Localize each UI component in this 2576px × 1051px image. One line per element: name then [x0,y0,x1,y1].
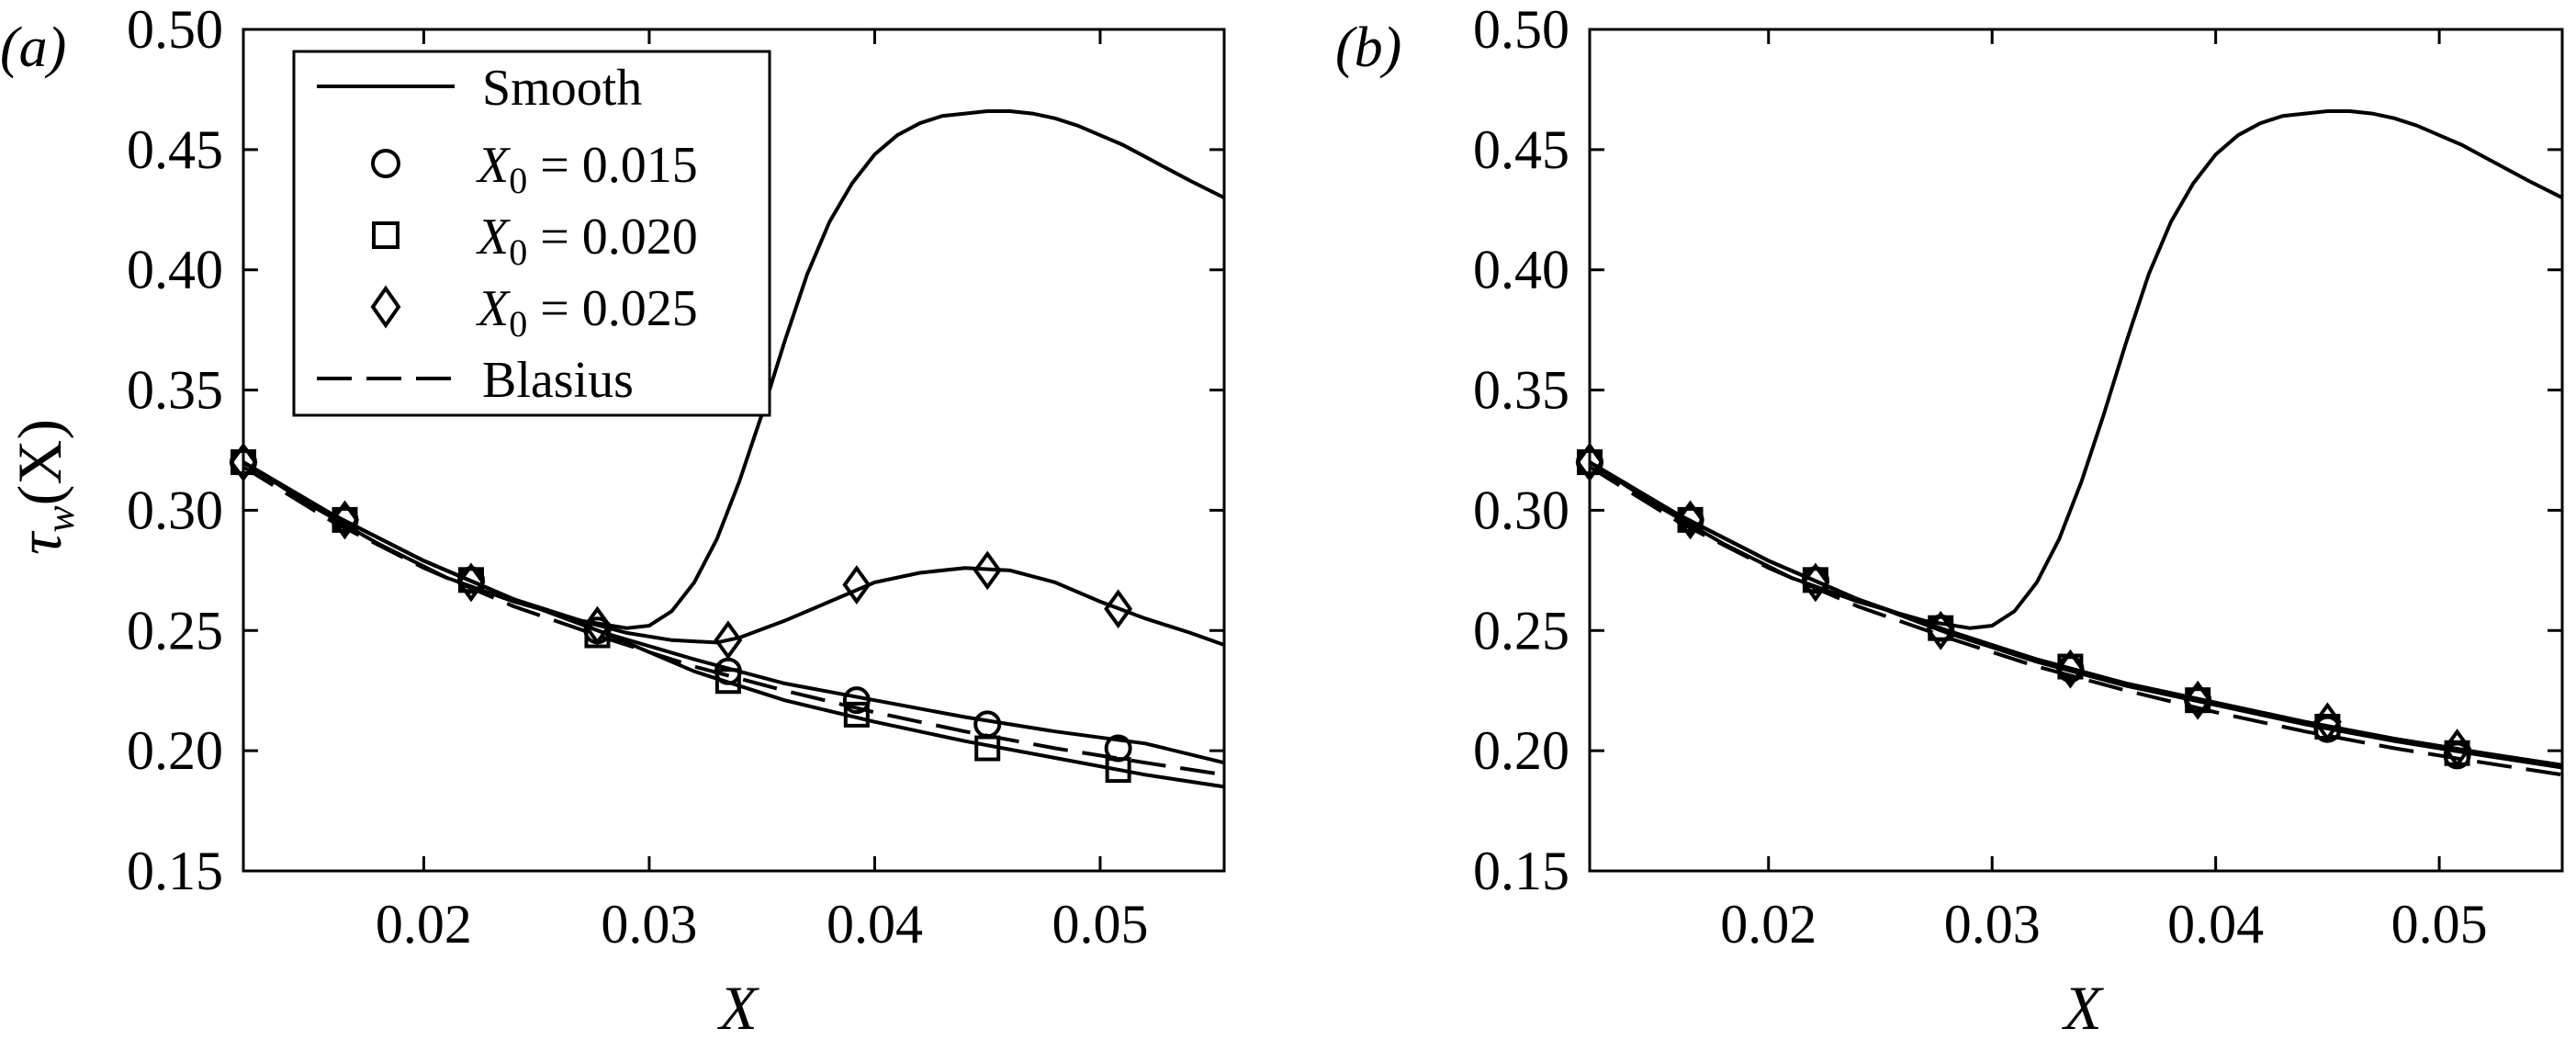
marker-diamond-2 [456,562,486,603]
y-tick-label: 0.20 [1473,720,1569,781]
y-tick-label: 0.45 [1473,119,1569,180]
y-tick-label: 0.30 [1473,480,1569,540]
panel-label-b: (b) [1335,17,1401,79]
y-axis-label: τw(X) [5,419,83,555]
legend-marker-circle [371,149,400,178]
y-axis-label-arg: (X) [5,419,74,505]
legend-label-x0-0020: X0 = 0.020 [476,209,698,273]
legend-label-x0-0025: X0 = 0.025 [476,280,698,345]
x-tick-label: 0.03 [1944,894,2041,955]
y-tick-label: 0.40 [1473,240,1569,300]
marker-square-5 [843,701,870,728]
panel-label-a: (a) [0,17,66,79]
y-tick-label: 0.35 [1473,360,1569,421]
marker-diamond-6 [973,550,1002,591]
marker-diamond-6 [2312,702,2342,742]
y-axis-label-main: τ [5,530,74,555]
marker-diamond-3 [1926,610,1955,650]
y-tick-label: 0.35 [127,360,223,421]
y-tick-label: 0.25 [1473,600,1569,661]
marker-diamond-7 [2443,729,2472,768]
legend-marker-diamond [370,285,401,329]
x-tick-label: 0.03 [601,894,697,955]
marker-diamond-5 [2183,680,2212,720]
legend-label-smooth: Smooth [482,60,642,117]
y-tick-label: 0.30 [127,480,223,540]
y-tick-label: 0.40 [127,240,223,300]
x-tick-label: 0.05 [1052,894,1148,955]
marker-diamond-1 [1676,500,1705,540]
marker-square-7 [1105,757,1131,784]
marker-circle-5 [842,686,871,715]
series-line-x0-0-015 [1588,460,2563,770]
series-line-x0-0-025 [242,460,1225,647]
marker-square-3 [584,622,611,649]
series-line-smooth [1588,109,2563,630]
marker-square-6 [974,735,1001,762]
legend-marker-square [372,221,399,249]
marker-square-4 [714,668,741,695]
x-tick-label: 0.02 [376,894,472,955]
marker-diamond-1 [331,500,359,540]
series-line-x0-0-025 [1588,460,2563,767]
legend: Smooth X0 = 0.015 X0 = 0.020 X0 = 0.025 … [292,50,771,417]
marker-diamond-4 [2055,649,2085,689]
y-tick-label: 0.15 [127,841,223,901]
y-tick-label: 0.45 [127,119,223,180]
svg-text:τw(X): τw(X) [5,419,83,555]
series-line-x0-0-015 [242,460,1225,765]
y-tick-label: 0.50 [127,0,223,60]
series-line-x0-0-020 [242,460,1225,789]
y-tick-label: 0.25 [127,600,223,661]
series-line-blasius [1588,465,2563,777]
x-axis-label-b: X [2061,973,2104,1043]
y-tick-label: 0.20 [127,720,223,781]
series-line-blasius [242,465,1225,777]
marker-circle-6 [973,710,1002,739]
x-axis-label-a: X [716,973,759,1043]
legend-label-x0-0015: X0 = 0.015 [476,137,698,201]
legend-label-blasius: Blasius [482,352,634,409]
y-tick-label: 0.50 [1473,0,1569,60]
y-axis-label-sub: w [38,505,83,533]
marker-diamond-2 [1801,562,1830,603]
series-line-x0-0-020 [1588,460,2563,767]
x-tick-label: 0.05 [2391,894,2488,955]
panel-b: (b) X 0.02 0.03 0.04 0.05 0.15 0.20 0.25 0.30 0.… [1335,0,2564,1043]
panel-a: (a) τw(X) X 0.02 0.03 0.04 0.05 0.15 0.20 0.25… [0,0,1226,1043]
marker-diamond-4 [714,620,743,661]
marker-diamond-7 [1104,589,1133,629]
y-tick-label: 0.15 [1473,841,1569,901]
x-tick-label: 0.04 [827,894,923,955]
x-tick-label: 0.02 [1720,894,1817,955]
x-tick-label: 0.04 [2167,894,2264,955]
plot-frame [242,28,1226,873]
plot-frame [1588,28,2564,873]
marker-diamond-3 [582,605,612,646]
marker-diamond-5 [842,565,872,605]
